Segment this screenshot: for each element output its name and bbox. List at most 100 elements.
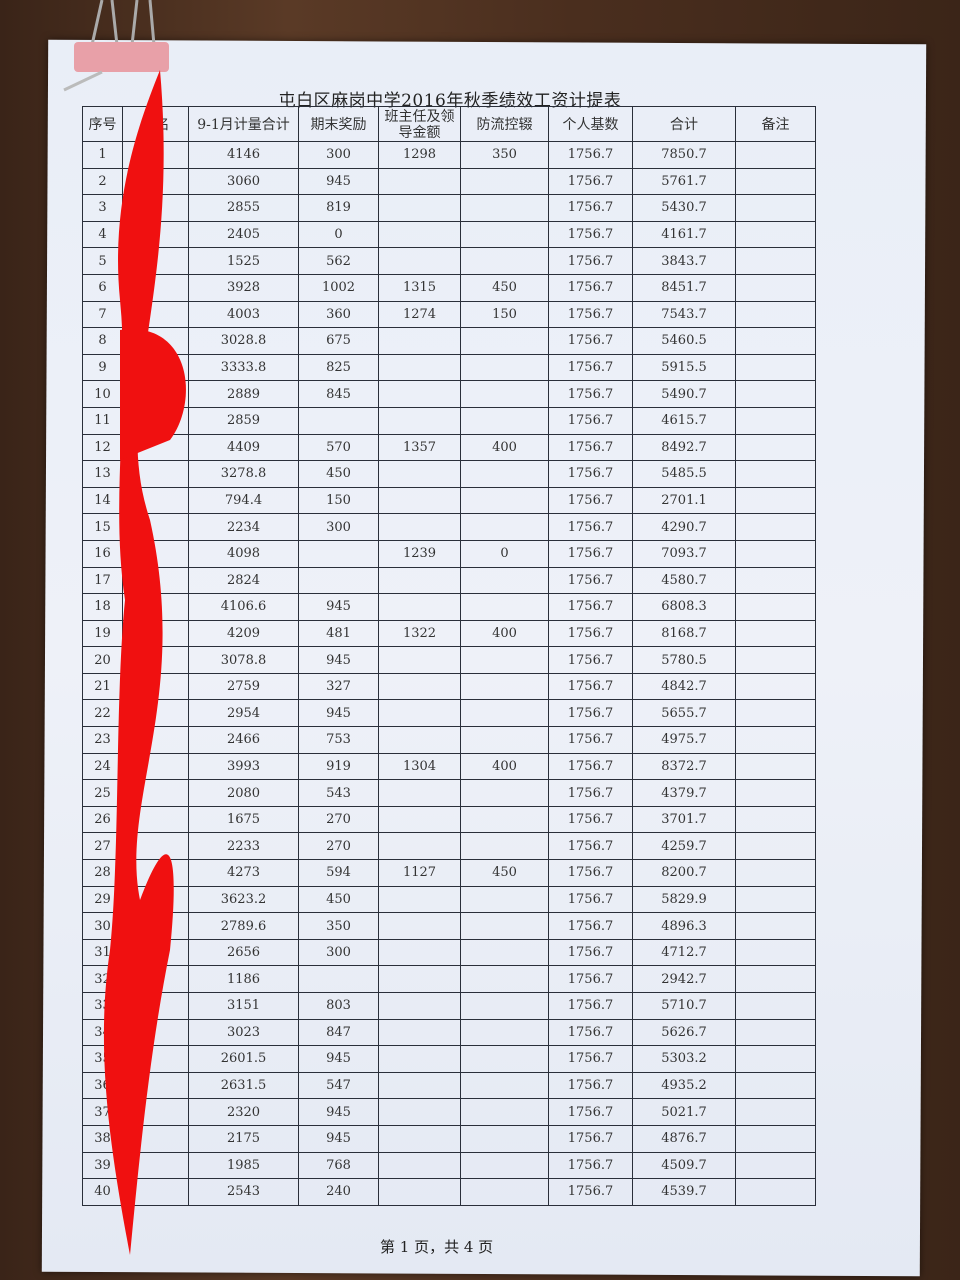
- table-row: 21 2759 327 1756.7 4842.7: [82, 672, 816, 701]
- table-cell: 5915.5: [632, 353, 736, 382]
- table-cell: [735, 327, 816, 355]
- table-cell: 25: [82, 779, 123, 807]
- table-cell: 5780.5: [632, 646, 736, 674]
- table-row: 34 3023 847 1756.7 5626.7: [82, 1018, 816, 1047]
- table-cell: [735, 938, 816, 967]
- table-cell: 1756.7: [548, 938, 633, 967]
- column-header: 班主任及领导金额: [378, 106, 461, 142]
- table-cell: [735, 406, 816, 435]
- table-cell: 300: [298, 141, 379, 169]
- table-cell: [460, 992, 549, 1020]
- table-cell: 17: [82, 566, 123, 595]
- table-cell: 4935.2: [632, 1071, 736, 1100]
- table-cell: 570: [298, 433, 379, 462]
- table-cell: 4: [82, 220, 123, 249]
- table-row: 18 4106.6 945 1756.7 6808.3: [82, 593, 816, 621]
- table-row: 31 2656 300 1756.7 4712.7: [82, 938, 816, 967]
- column-header: 个人基数: [548, 106, 633, 142]
- table-cell: 1756.7: [548, 1045, 633, 1073]
- table-cell: 1756.7: [548, 380, 633, 408]
- table-row: 28 4273 594 1127 450 1756.7 8200.7: [82, 859, 816, 887]
- table-cell: 2942.7: [632, 965, 736, 993]
- table-cell: [122, 353, 189, 382]
- table-cell: 5655.7: [632, 699, 736, 728]
- binder-clip-icon: [63, 0, 169, 92]
- table-cell: [460, 1071, 549, 1100]
- table-cell: 2175: [188, 1124, 299, 1153]
- table-cell: [735, 726, 816, 754]
- table-cell: 945: [298, 1045, 379, 1073]
- table-cell: 1756.7: [548, 1098, 633, 1126]
- table-cell: 14: [82, 486, 123, 515]
- table-cell: 8200.7: [632, 859, 736, 887]
- table-cell: [460, 247, 549, 275]
- table-cell: 1756.7: [548, 619, 633, 648]
- table-cell: 594: [298, 859, 379, 887]
- table-cell: 1756.7: [548, 433, 633, 462]
- table-cell: 40: [82, 1178, 123, 1206]
- table-cell: 32: [82, 965, 123, 993]
- table-cell: [378, 965, 461, 993]
- table-cell: 327: [298, 672, 379, 701]
- table-cell: 1756.7: [548, 1071, 633, 1100]
- table-cell: [378, 247, 461, 275]
- table-cell: 945: [298, 167, 379, 196]
- table-row: 37 2320 945 1756.7 5021.7: [82, 1098, 816, 1126]
- table-cell: 8372.7: [632, 752, 736, 781]
- table-row: 24 3993 919 1304 400 1756.7 8372.7: [82, 752, 816, 781]
- table-cell: [122, 1071, 189, 1100]
- table-cell: [298, 539, 379, 568]
- table-cell: 30: [82, 912, 123, 940]
- table-cell: 3993: [188, 752, 299, 781]
- table-cell: [122, 726, 189, 754]
- table-cell: 1756.7: [548, 486, 633, 515]
- table-cell: 1756.7: [548, 141, 633, 169]
- table-cell: [460, 406, 549, 435]
- table-cell: 4161.7: [632, 220, 736, 249]
- column-header: 9-1月计量合计: [188, 106, 299, 142]
- table-cell: 2543: [188, 1178, 299, 1206]
- table-cell: 150: [298, 486, 379, 515]
- table-cell: [122, 619, 189, 648]
- table-cell: 1756.7: [548, 779, 633, 807]
- table-cell: 450: [460, 859, 549, 887]
- table-cell: [122, 593, 189, 621]
- table-row: 27 2233 270 1756.7 4259.7: [82, 832, 816, 861]
- table-cell: [122, 539, 189, 568]
- table-cell: 0: [298, 220, 379, 249]
- table-cell: 1756.7: [548, 167, 633, 196]
- table-cell: [122, 300, 189, 329]
- table-cell: 5626.7: [632, 1018, 736, 1047]
- table-cell: 1756.7: [548, 752, 633, 781]
- table-cell: 2405: [188, 220, 299, 249]
- table-cell: [735, 992, 816, 1020]
- table-cell: [735, 885, 816, 914]
- table-cell: [460, 1098, 549, 1126]
- table-cell: 12: [82, 433, 123, 462]
- table-cell: [378, 566, 461, 595]
- table-cell: [122, 141, 189, 169]
- table-cell: 3: [82, 194, 123, 222]
- table-cell: 6808.3: [632, 593, 736, 621]
- table-cell: 400: [460, 619, 549, 648]
- table-cell: 150: [460, 300, 549, 329]
- table-cell: 1756.7: [548, 912, 633, 940]
- table-row: 5 1525 562 1756.7 3843.7: [82, 247, 816, 275]
- table-row: 14 794.4 150 1756.7 2701.1: [82, 486, 816, 515]
- table-cell: 2759: [188, 672, 299, 701]
- table-cell: [460, 699, 549, 728]
- table-cell: 845: [298, 380, 379, 408]
- table-cell: 2: [82, 167, 123, 196]
- table-cell: [378, 726, 461, 754]
- table-cell: 1756.7: [548, 885, 633, 914]
- table-cell: 5021.7: [632, 1098, 736, 1126]
- table-cell: 1756.7: [548, 406, 633, 435]
- table-row: 10 2889 845 1756.7 5490.7: [82, 380, 816, 408]
- table-cell: [298, 406, 379, 435]
- table-cell: [122, 1045, 189, 1073]
- table-row: 38 2175 945 1756.7 4876.7: [82, 1124, 816, 1153]
- table-cell: 4876.7: [632, 1124, 736, 1153]
- table-cell: 4209: [188, 619, 299, 648]
- table-row: 8 3028.8 675 1756.7 5460.5: [82, 327, 816, 355]
- page-footer: 第 1 页，共 4 页: [380, 1238, 494, 1256]
